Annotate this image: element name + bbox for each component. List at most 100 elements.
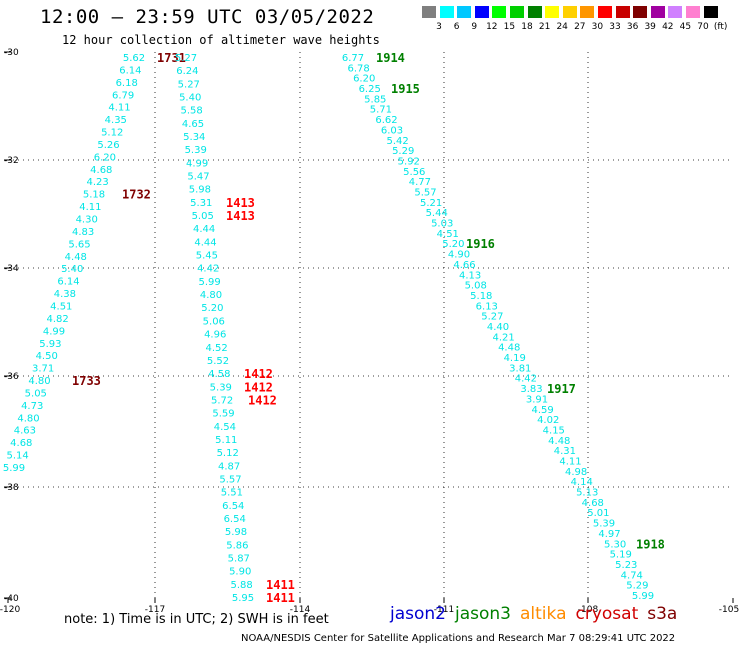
- wave-height-value: 6.79: [112, 90, 134, 101]
- wave-height-value: 4.63: [14, 426, 36, 437]
- satellite-legend: jason2 jason3 altika cryosat s3a: [390, 604, 686, 624]
- legend-swatch: [632, 5, 649, 19]
- x-tick-label: -108: [578, 605, 599, 615]
- wave-height-value: 5.88: [230, 580, 252, 591]
- wave-height-value: 5.19: [610, 550, 632, 561]
- legend-label: (ft): [713, 22, 728, 32]
- wave-height-value: 5.47: [187, 172, 209, 183]
- wave-height-value: 5.01: [587, 508, 609, 519]
- wave-height-value: 4.52: [205, 343, 227, 354]
- wave-height-value: 4.83: [72, 227, 94, 238]
- legend-swatch: [438, 5, 455, 19]
- legend-label: 12: [486, 22, 498, 32]
- footnote: note: 1) Time is in UTC; 2) SWH is in fe…: [64, 612, 329, 627]
- wave-height-value: 5.99: [3, 463, 25, 474]
- wave-height-value: 5.59: [212, 409, 234, 420]
- legend-label: 6: [453, 22, 460, 32]
- wave-height-value: 4.40: [487, 322, 509, 333]
- legend-label: 70: [697, 22, 709, 32]
- wave-height-value: 6.03: [381, 125, 403, 136]
- wave-height-value: 6.24: [176, 66, 198, 77]
- wave-height-value: 6.20: [94, 152, 116, 163]
- wave-height-value: 4.21: [492, 332, 514, 343]
- wave-height-value: 4.68: [90, 165, 112, 176]
- legend-swatch: [702, 5, 719, 19]
- wave-height-value: 4.77: [409, 177, 431, 188]
- wave-height-value: 4.31: [554, 446, 576, 457]
- wave-height-value: 5.31: [190, 198, 212, 209]
- wave-height-value: 4.82: [46, 314, 68, 325]
- wave-height-value: 5.39: [210, 382, 232, 393]
- legend-swatch: [561, 5, 578, 19]
- wave-height-value: 5.39: [185, 145, 207, 156]
- legend-label: 42: [662, 22, 674, 32]
- wave-height-value: 4.99: [186, 158, 208, 169]
- wave-height-value: 4.58: [208, 369, 230, 380]
- satellite-legend-altika: altika: [520, 604, 567, 624]
- wave-height-value: 5.12: [217, 448, 239, 459]
- wave-height-value: 4.48: [65, 252, 87, 263]
- wave-height-value: 4.59: [531, 405, 553, 416]
- wave-height-value: 5.26: [97, 140, 119, 151]
- wave-height-value: 4.51: [50, 302, 72, 313]
- wave-height-value: 5.58: [180, 106, 202, 117]
- wave-height-value: 5.03: [431, 219, 453, 230]
- legend-swatch: [456, 5, 473, 19]
- y-tick-label: -32: [4, 156, 19, 166]
- wave-height-value: 4.44: [194, 237, 216, 248]
- legend-label: 33: [609, 22, 621, 32]
- legend-label: 39: [644, 22, 656, 32]
- wave-height-value: 4.13: [459, 270, 481, 281]
- pass-time-label: 1732: [122, 188, 151, 202]
- legend-label: 3: [436, 22, 442, 32]
- wave-height-value: 4.19: [504, 353, 526, 364]
- satellite-legend-s3a: s3a: [647, 604, 678, 624]
- y-tick-label: -34: [4, 264, 19, 274]
- wave-height-value: 5.85: [364, 94, 386, 105]
- wave-height-value: 4.11: [108, 103, 130, 114]
- wave-height-value: 3.91: [526, 394, 548, 405]
- wave-height-value: 4.96: [204, 330, 226, 341]
- wave-height-value: 6.20: [353, 74, 375, 85]
- wave-height-value: 5.39: [593, 519, 615, 530]
- legend-swatch: [509, 5, 525, 19]
- y-tick-label: -38: [4, 483, 19, 493]
- pass-time-label: 1413: [226, 196, 255, 210]
- wave-height-value: 5.99: [632, 591, 654, 602]
- wave-height-value: 5.21: [420, 198, 442, 209]
- wave-height-value: 5.29: [626, 581, 648, 592]
- wave-height-value: 4.68: [10, 438, 32, 449]
- legend-swatch: [649, 5, 666, 19]
- wave-height-value: 4.80: [28, 376, 50, 387]
- wave-height-value: 4.11: [79, 202, 101, 213]
- wave-height-value: 4.15: [543, 426, 565, 437]
- legend-swatch: [685, 5, 701, 19]
- wave-height-value: 5.05: [192, 211, 214, 222]
- pass-time-label: 1733: [72, 374, 101, 388]
- wave-height-value: 4.74: [621, 570, 643, 581]
- satellite-legend-jason2: jason2: [390, 604, 446, 624]
- wave-height-value: 5.44: [426, 208, 448, 219]
- pass-time-label: 1915: [391, 82, 420, 96]
- pass-time-label: 1412: [244, 380, 273, 394]
- pass-time-label: 1914: [376, 51, 405, 65]
- credit-line: NOAA/NESDIS Center for Satellite Applica…: [241, 633, 676, 644]
- wave-height-value: 4.97: [598, 529, 620, 540]
- wave-height-value: 5.11: [215, 435, 237, 446]
- wave-height-value: 5.42: [386, 136, 408, 147]
- wave-height-value: 5.62: [123, 53, 145, 64]
- wave-height-value: 5.57: [414, 188, 436, 199]
- wave-height-value: 4.54: [214, 422, 236, 433]
- wave-height-value: 5.72: [211, 395, 233, 406]
- wave-height-value: 4.73: [21, 401, 43, 412]
- wave-height-value: 5.99: [198, 277, 220, 288]
- wave-height-value: 6.13: [476, 301, 498, 312]
- legend-swatch: [544, 5, 561, 19]
- wave-height-value: 4.66: [453, 260, 475, 271]
- wave-height-value: 5.87: [228, 554, 250, 565]
- x-tick-label: -120: [0, 605, 20, 615]
- wave-height-value: 5.65: [68, 239, 90, 250]
- wave-height-value: 5.98: [225, 527, 247, 538]
- wave-height-value: 5.71: [370, 105, 392, 116]
